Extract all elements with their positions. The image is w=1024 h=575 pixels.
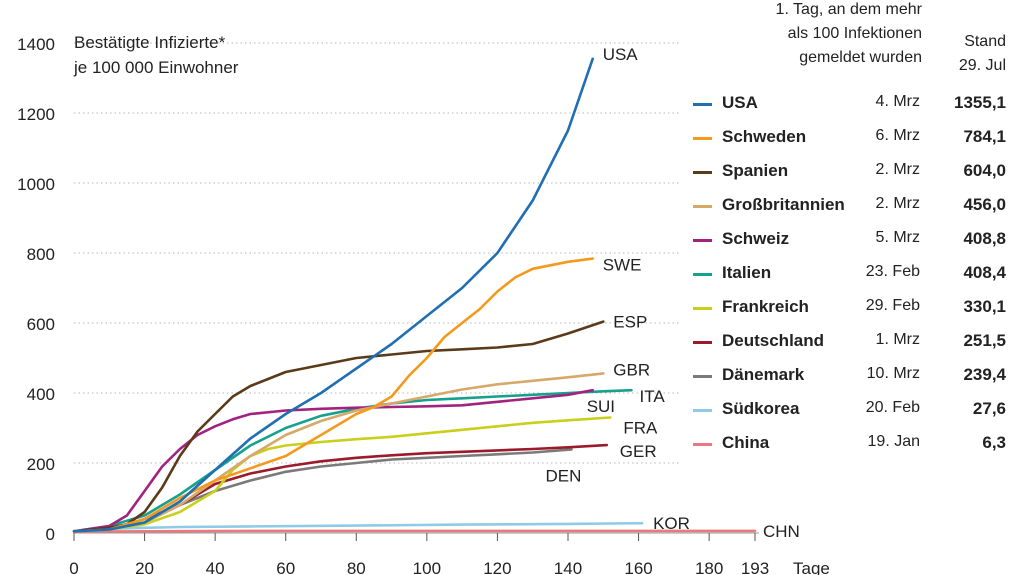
x-tick-label: 180 [695, 559, 723, 575]
y-axis-title: je 100 000 Einwohner [73, 58, 239, 77]
x-tick-label: 160 [624, 559, 652, 575]
y-tick-label: 1400 [17, 35, 55, 54]
series-line-gbr [72, 372, 605, 533]
series-end-label-esp: ESP [613, 313, 647, 332]
series-line-fra [72, 416, 612, 533]
series-end-label-kor: KOR [653, 514, 690, 533]
y-tick-label: 400 [27, 385, 55, 404]
x-tick-label: 100 [413, 559, 441, 575]
y-tick-label: 200 [27, 455, 55, 474]
y-tick-label: 1000 [17, 175, 55, 194]
series-end-label-swe: SWE [603, 256, 642, 275]
x-tick-label: 40 [206, 559, 225, 575]
series-end-label-den: DEN [546, 466, 582, 485]
series-end-label-chn: CHN [763, 522, 800, 541]
series-end-label-sui: SUI [587, 397, 615, 416]
x-tick-label: 140 [554, 559, 582, 575]
y-tick-label: 800 [27, 245, 55, 264]
x-tick-label: 80 [347, 559, 366, 575]
series-end-label-ger: GER [620, 442, 657, 461]
y-axis-title: Bestätigte Infizierte* [74, 33, 226, 52]
series-line-esp [72, 320, 605, 533]
x-tick-label: 0 [69, 559, 78, 575]
x-tick-label: 193 [741, 559, 769, 575]
x-tick-label: 120 [483, 559, 511, 575]
series-line-usa [72, 57, 594, 533]
x-tick-label: 60 [276, 559, 295, 575]
x-tick-label: 20 [135, 559, 154, 575]
series-end-label-usa: USA [603, 45, 639, 64]
y-tick-label: 600 [27, 315, 55, 334]
series-end-label-fra: FRA [623, 419, 658, 438]
series-end-label-gbr: GBR [613, 360, 650, 379]
x-axis-label: Tage [793, 559, 830, 575]
y-tick-label: 0 [46, 525, 55, 544]
y-tick-label: 1200 [17, 105, 55, 124]
series-end-label-ita: ITA [640, 387, 666, 406]
series-line-sui [72, 388, 594, 533]
series-line-chn [72, 529, 757, 533]
